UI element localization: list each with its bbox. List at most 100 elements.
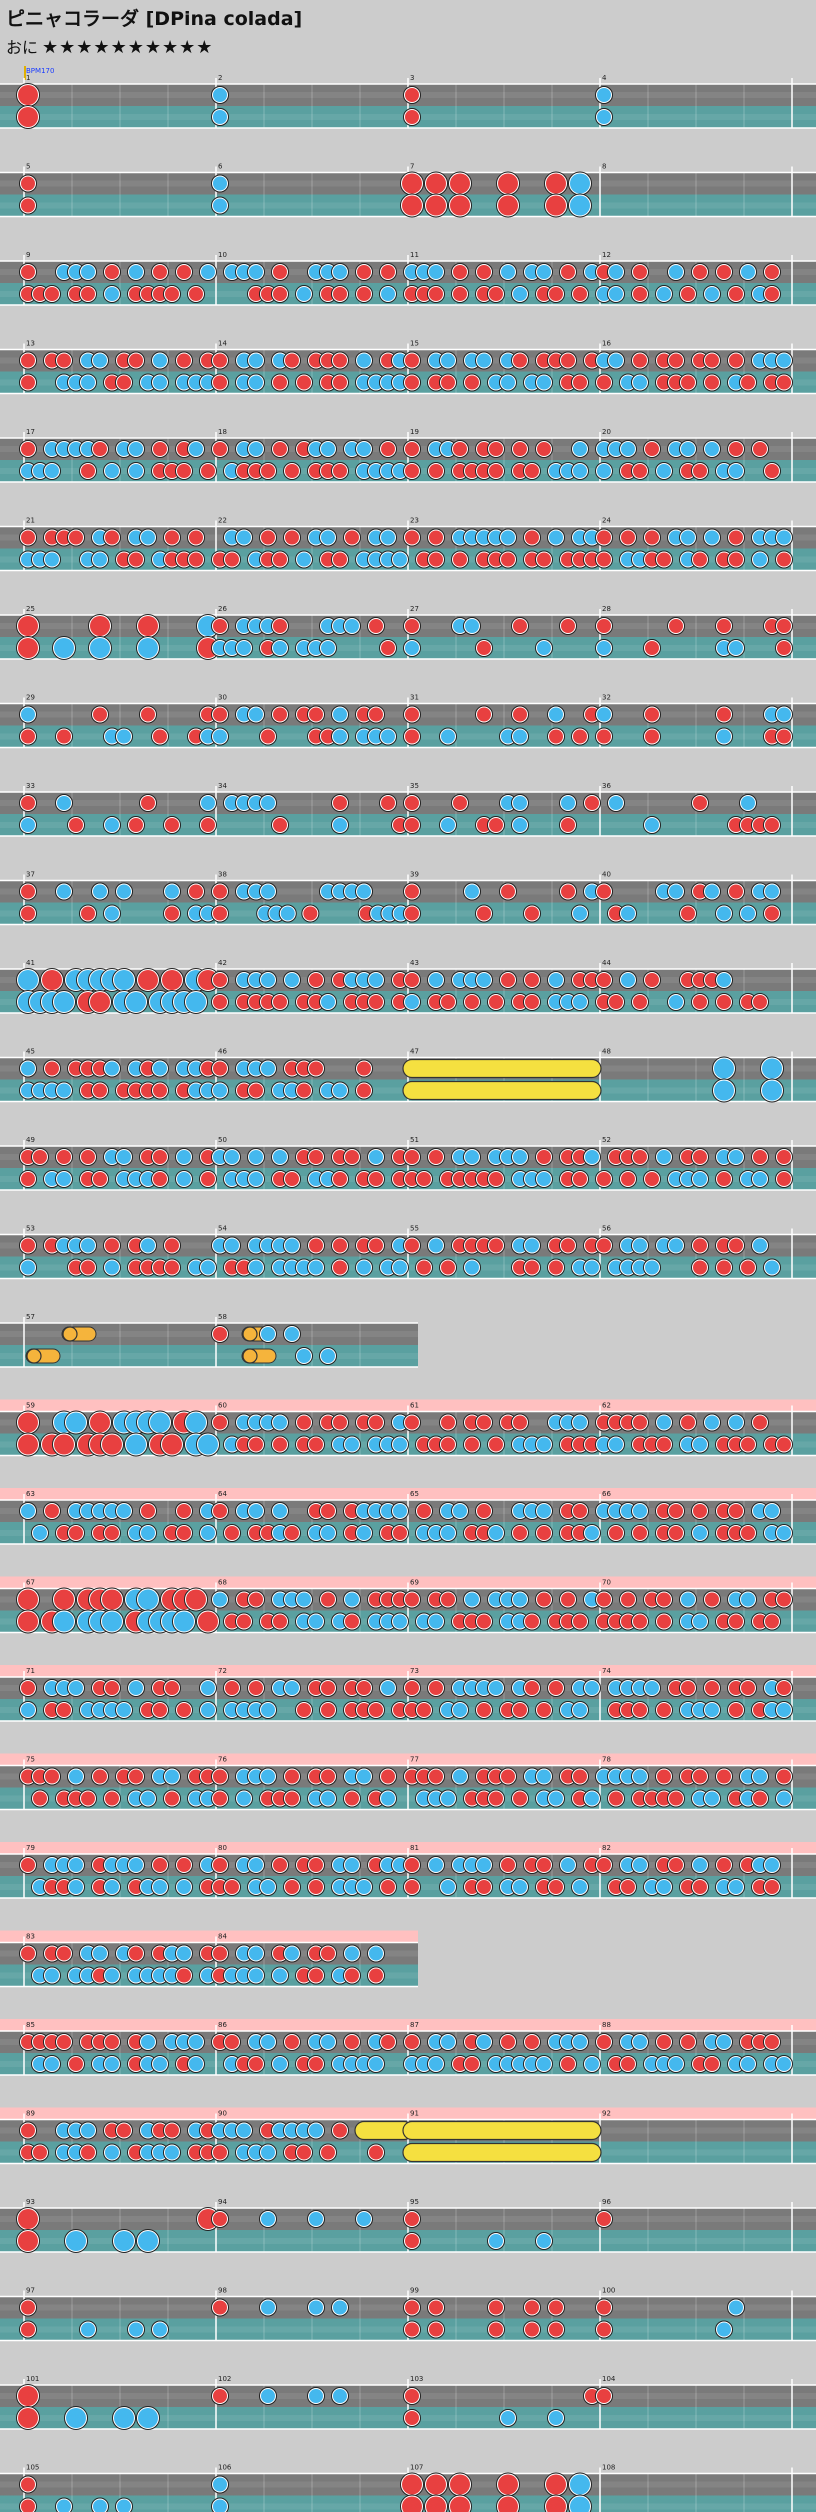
ka-note <box>465 1260 479 1275</box>
ka-note <box>381 287 395 301</box>
ka-note <box>429 442 443 456</box>
ka-note <box>345 884 359 899</box>
ka-note <box>237 1703 251 1717</box>
don-note <box>369 2145 383 2160</box>
ka-note <box>285 1681 299 1695</box>
don-note <box>405 2212 419 2226</box>
ka-note <box>57 375 71 390</box>
don-note <box>693 1238 707 1253</box>
don-note <box>525 906 539 921</box>
ka-note <box>549 973 563 987</box>
ka-note <box>93 530 107 545</box>
don-note <box>345 1703 359 1717</box>
bar-number: 104 <box>602 2375 616 2383</box>
don-note <box>549 1681 563 1695</box>
course-line: おに ★★★★★★★★★★ <box>6 34 213 58</box>
ka-note <box>261 1238 275 1253</box>
don-note <box>357 1415 371 1430</box>
don-note <box>633 1415 647 1430</box>
don-note <box>405 1238 419 1253</box>
don-note <box>297 375 311 390</box>
ka-note <box>45 1968 59 1983</box>
ka-note <box>57 1083 71 1098</box>
ka-note <box>345 1592 359 1607</box>
ka-note <box>525 2057 539 2071</box>
ka-note <box>189 2057 203 2071</box>
ka-note <box>501 2057 515 2071</box>
ka-note <box>285 1592 299 1607</box>
don-note <box>45 1880 59 1894</box>
don-note <box>141 707 155 722</box>
don-note <box>405 1150 419 1164</box>
don-note <box>405 442 419 456</box>
ka-note <box>261 2035 275 2049</box>
bar-number: 78 <box>602 1756 611 1764</box>
ka-note <box>489 1681 503 1695</box>
don-note <box>549 2300 563 2315</box>
don-note <box>489 1769 503 1784</box>
ka-note <box>297 1260 311 1275</box>
ka-note <box>249 707 263 722</box>
don-note <box>453 265 467 279</box>
ka-note <box>225 464 239 478</box>
don-note <box>453 1172 467 1186</box>
ka-note <box>693 1172 707 1186</box>
ka-note <box>453 1681 467 1695</box>
bar-number: 25 <box>26 605 35 613</box>
don-note <box>765 464 779 478</box>
don-note <box>141 1150 155 1164</box>
don-note <box>333 287 347 301</box>
ka-note <box>141 1968 155 1983</box>
don-note <box>333 2123 347 2138</box>
don-note <box>162 1434 182 1455</box>
ka-note <box>225 2057 239 2071</box>
don-note <box>21 1150 35 1164</box>
ka-note <box>66 2408 86 2428</box>
don-note <box>237 464 251 478</box>
don-note <box>537 1858 551 1872</box>
don-note <box>765 1880 779 1894</box>
don-note <box>201 353 215 368</box>
don-note <box>129 1769 143 1784</box>
don-note <box>21 1946 35 1961</box>
don-note <box>309 1769 323 1784</box>
don-note <box>573 1150 587 1164</box>
don-note <box>333 552 347 567</box>
ka-note <box>273 353 287 368</box>
don-note <box>465 2057 479 2071</box>
don-note <box>225 1526 239 1540</box>
ka-note <box>549 995 563 1009</box>
don-note <box>81 1260 95 1275</box>
ka-note <box>117 1504 131 1518</box>
bar-number: 58 <box>218 1313 227 1321</box>
don-note <box>561 1769 575 1784</box>
don-note <box>198 1611 218 1632</box>
ka-note <box>165 1968 179 1983</box>
don-note <box>21 176 35 191</box>
don-note <box>477 1703 491 1717</box>
ka-note <box>549 1415 563 1430</box>
don-note <box>693 1150 707 1164</box>
don-note <box>357 1238 371 1253</box>
ka-note <box>705 1415 719 1430</box>
bar-number: 105 <box>26 2464 39 2472</box>
ka-note <box>249 353 263 368</box>
don-note <box>309 1150 323 1164</box>
ka-note <box>69 1238 83 1253</box>
don-note <box>405 88 419 102</box>
ka-note <box>261 1703 275 1717</box>
ka-note <box>237 1504 251 1518</box>
ka-note <box>777 530 791 545</box>
don-note <box>450 2496 470 2512</box>
ka-note <box>453 619 467 633</box>
don-note <box>237 1614 251 1629</box>
don-note <box>18 2408 38 2428</box>
don-note <box>513 1526 527 1540</box>
don-note <box>561 1437 575 1452</box>
don-note <box>717 707 731 722</box>
ka-note <box>249 884 263 899</box>
don-note <box>177 1968 191 1983</box>
ka-note <box>309 2212 323 2226</box>
don-note <box>177 265 191 279</box>
ka-note <box>465 530 479 545</box>
